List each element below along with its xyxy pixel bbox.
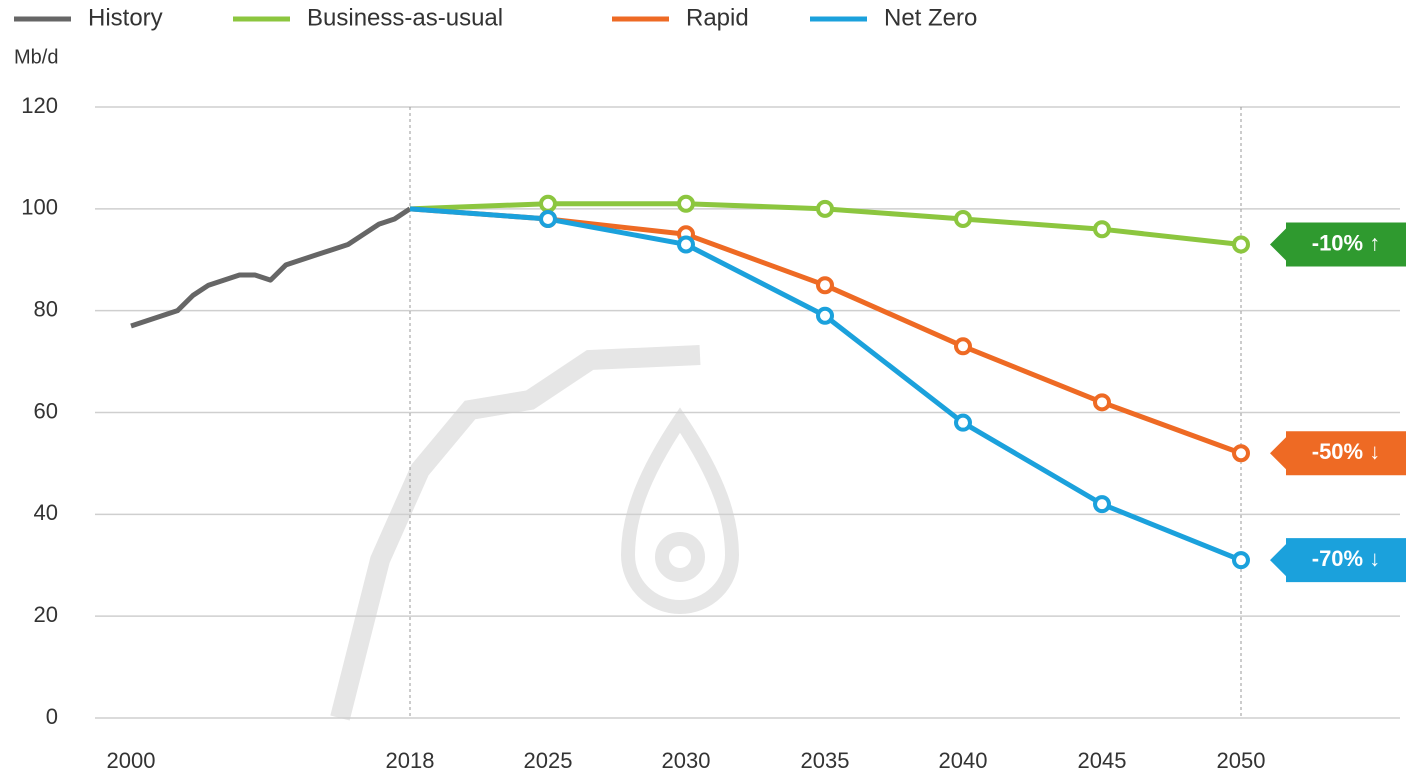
data-point bbox=[954, 413, 972, 432]
series-line bbox=[130, 206, 412, 329]
series-line bbox=[409, 206, 1242, 456]
data-point bbox=[816, 199, 834, 218]
y-tick-label: 60 bbox=[34, 398, 58, 423]
x-tick-label: 2040 bbox=[939, 748, 988, 773]
data-point bbox=[1093, 393, 1111, 412]
x-tick-label: 2050 bbox=[1217, 748, 1266, 773]
tag-label: -70% ↓ bbox=[1312, 546, 1380, 571]
y-axis-label: Mb/d bbox=[14, 46, 58, 68]
y-tick-label: 120 bbox=[21, 93, 58, 118]
end-tag: -50% ↓ bbox=[1270, 431, 1406, 476]
y-tick-label: 20 bbox=[34, 602, 58, 627]
x-tick-label: 2045 bbox=[1078, 748, 1127, 773]
data-point bbox=[1093, 495, 1111, 514]
y-tick-label: 100 bbox=[21, 195, 58, 220]
legend-label: History bbox=[88, 4, 163, 31]
legend-label: Rapid bbox=[686, 4, 749, 31]
tag-label: -10% ↑ bbox=[1312, 230, 1380, 255]
data-point bbox=[954, 210, 972, 229]
data-point bbox=[816, 306, 834, 325]
legend-label: Business-as-usual bbox=[307, 4, 503, 31]
data-point bbox=[677, 194, 695, 213]
data-point bbox=[1232, 235, 1250, 254]
watermark bbox=[330, 345, 740, 721]
data-point bbox=[1093, 220, 1111, 239]
y-tick-label: 0 bbox=[46, 704, 58, 729]
tag-shape bbox=[1270, 222, 1406, 267]
end-tag: -10% ↑ bbox=[1270, 222, 1406, 267]
y-tick-label: 80 bbox=[34, 296, 58, 321]
tag-shape bbox=[1270, 431, 1406, 476]
legend-label: Net Zero bbox=[884, 4, 977, 31]
x-tick-label: 2018 bbox=[386, 748, 435, 773]
data-point bbox=[954, 337, 972, 356]
data-point bbox=[539, 210, 557, 229]
x-tick-label: 2025 bbox=[524, 748, 573, 773]
x-tick-label: 2000 bbox=[107, 748, 156, 773]
data-point bbox=[1232, 444, 1250, 463]
end-tag: -70% ↓ bbox=[1270, 538, 1406, 583]
y-tick-label: 40 bbox=[34, 500, 58, 525]
tag-shape bbox=[1270, 538, 1406, 583]
series-line bbox=[409, 206, 1242, 563]
data-point bbox=[816, 276, 834, 295]
data-point bbox=[539, 194, 557, 213]
x-tick-label: 2035 bbox=[801, 748, 850, 773]
x-tick-label: 2030 bbox=[662, 748, 711, 773]
data-point bbox=[1232, 551, 1250, 570]
data-point bbox=[677, 235, 695, 254]
tag-label: -50% ↓ bbox=[1312, 439, 1380, 464]
